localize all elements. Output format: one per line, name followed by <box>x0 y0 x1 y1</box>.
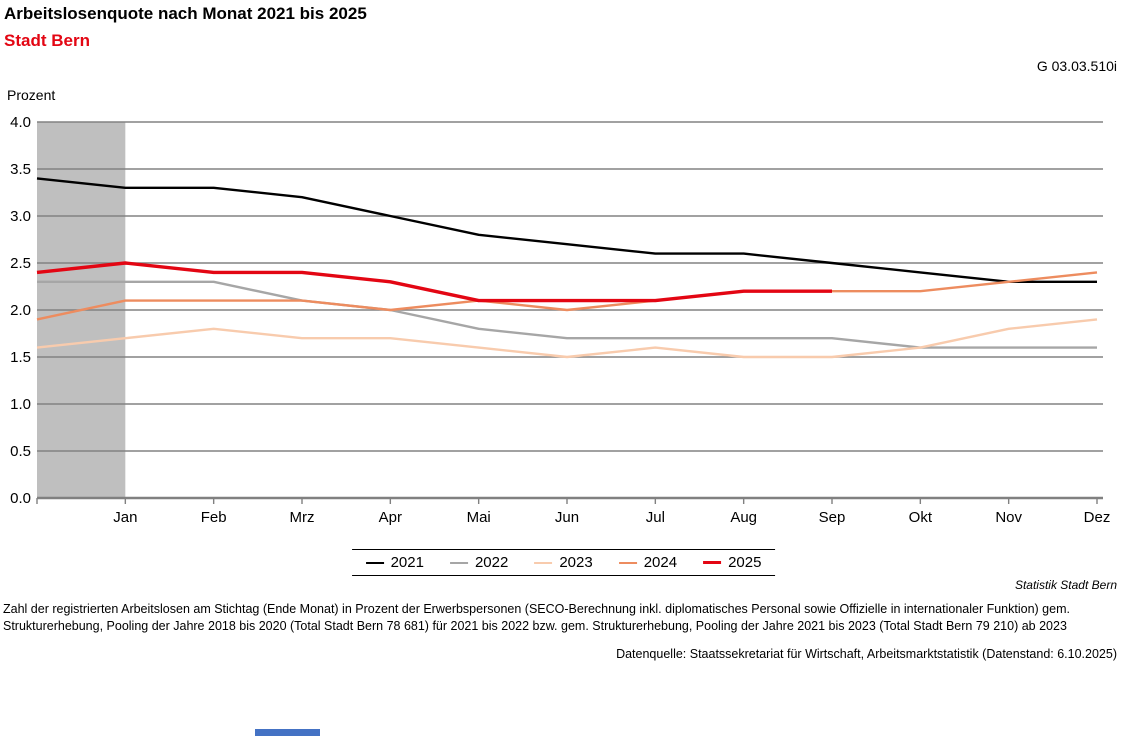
x-tick-label-Dez: Dez <box>1084 509 1111 526</box>
x-tick-label-Jun: Jun <box>555 509 579 526</box>
y-tick-label-3.5: 3.5 <box>10 161 31 178</box>
x-tick-label-Nov: Nov <box>995 509 1022 526</box>
legend-item-2024: 2024 <box>618 554 678 571</box>
data-source: Datenquelle: Staatssekretariat für Wirts… <box>616 647 1117 661</box>
legend-item-2022: 2022 <box>449 554 509 571</box>
legend-dash-2025 <box>703 561 722 564</box>
series-line-2024 <box>36 271 1098 321</box>
x-tick-label-Jan: Jan <box>113 509 137 526</box>
bottom-blue-bar <box>255 729 320 736</box>
attribution: Statistik Stadt Bern <box>1014 578 1117 592</box>
series-line-2021 <box>36 177 1097 283</box>
x-tick-label-Feb: Feb <box>201 509 227 526</box>
footnote-line1: Zahl der registrierten Arbeitslosen am S… <box>3 602 1070 616</box>
x-tick-label-Sep: Sep <box>819 509 846 526</box>
x-tick-label-Aug: Aug <box>730 509 757 526</box>
x-tick-label-Mai: Mai <box>467 509 491 526</box>
page-title: Arbeitslosenquote nach Monat 2021 bis 20… <box>4 4 367 23</box>
legend-dash-2024 <box>618 561 637 564</box>
y-tick-label-0.0: 0.0 <box>10 490 31 507</box>
series-line-2022 <box>37 280 1097 349</box>
legend-item-2021: 2021 <box>365 554 424 571</box>
y-axis-unit-label: Prozent <box>7 87 56 103</box>
legend-label: 2024 <box>643 554 678 571</box>
legend-label: 2023 <box>559 554 593 571</box>
legend-item-2023: 2023 <box>534 554 593 571</box>
x-tick-label-Okt: Okt <box>909 509 933 526</box>
x-tick-label-Jul: Jul <box>646 509 665 526</box>
series-line-2025 <box>36 261 832 303</box>
footnote-line2: Strukturerhebung, Pooling der Jahre 2018… <box>3 619 1067 633</box>
x-tick-label-Apr: Apr <box>379 509 402 526</box>
legend-dash-2022 <box>449 561 468 564</box>
y-tick-label-4.0: 4.0 <box>10 114 31 131</box>
chart-legend: 2021 2022 2023 2024 2025 <box>351 549 776 576</box>
legend-dash-2023 <box>534 561 553 564</box>
legend-label: 2021 <box>390 554 424 571</box>
legend-dash-2021 <box>365 561 384 564</box>
series-line-2023 <box>36 318 1098 359</box>
legend-label: 2025 <box>728 554 762 571</box>
y-tick-label-3.0: 3.0 <box>10 208 31 225</box>
figure-id: G 03.03.510i <box>1036 58 1117 74</box>
y-tick-label-2.5: 2.5 <box>10 255 31 272</box>
y-tick-label-1.0: 1.0 <box>10 396 31 413</box>
legend-item-2025: 2025 <box>703 554 761 571</box>
page-subtitle: Stadt Bern <box>4 31 90 50</box>
y-tick-label-1.5: 1.5 <box>10 349 31 366</box>
x-tick-label-Mrz: Mrz <box>290 509 315 526</box>
y-tick-label-0.5: 0.5 <box>10 443 31 460</box>
legend-label: 2022 <box>474 554 509 571</box>
y-tick-label-2.0: 2.0 <box>10 302 31 319</box>
